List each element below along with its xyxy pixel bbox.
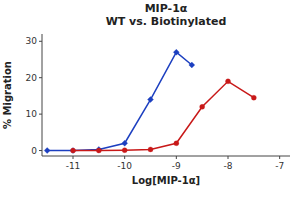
y-tick-label: 20 (26, 73, 38, 83)
y-tick (39, 77, 42, 78)
point-marker (226, 79, 231, 84)
x-tick-label: -11 (66, 161, 81, 171)
point-marker (71, 148, 76, 153)
x-axis-line (42, 156, 290, 157)
y-tick (39, 41, 42, 42)
point-marker (44, 148, 50, 154)
point-marker (148, 147, 153, 152)
point-marker (200, 104, 205, 109)
x-tick (73, 156, 74, 159)
x-tick-label: -9 (172, 161, 181, 171)
point-marker (174, 141, 179, 146)
point-marker (70, 148, 76, 154)
x-axis-label: Log[MIP-1α] (132, 175, 200, 186)
x-tick (176, 156, 177, 159)
point-marker (173, 49, 179, 55)
point-marker (96, 148, 101, 153)
title: MIP-1α (145, 2, 188, 15)
x-tick (124, 156, 125, 159)
y-tick-label: 10 (26, 109, 38, 119)
x-tick (279, 156, 280, 159)
point-marker (96, 146, 102, 152)
x-tick-label: -10 (117, 161, 132, 171)
y-tick-label: 30 (26, 36, 38, 46)
point-marker (122, 148, 127, 153)
point-marker (122, 140, 128, 146)
y-tick (39, 150, 42, 151)
plot-area (44, 49, 256, 153)
y-axis-line (42, 34, 43, 156)
point-marker (189, 62, 195, 68)
chart: MIP-1αWT vs. Biotinylated -11 -10 -9 -8 -7 0 10… (0, 0, 300, 200)
y-tick-label: 0 (31, 146, 37, 156)
series-line (47, 52, 192, 150)
y-axis-label: % Migration (2, 61, 13, 129)
x-tick-label: -7 (275, 161, 284, 171)
x-tick-label: -8 (224, 161, 233, 171)
x-tick (228, 156, 229, 159)
y-tick (39, 114, 42, 115)
subtitle: WT vs. Biotinylated (106, 15, 227, 28)
point-marker (148, 97, 154, 103)
point-marker (251, 95, 256, 100)
series-line (73, 81, 254, 150)
